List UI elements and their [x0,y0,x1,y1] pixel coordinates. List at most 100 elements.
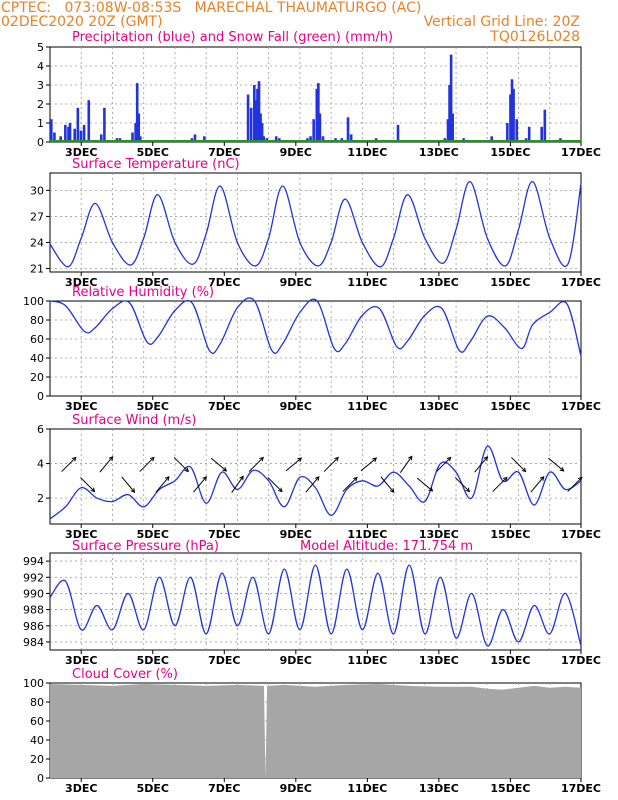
wind-arrowhead-15 [352,476,358,482]
cloud-title: Cloud Cover (%) [72,667,178,682]
temp-xtick-label-6: 15DEC [490,276,530,289]
wind-arrowhead-9 [239,475,244,481]
pres-ytick-label-0: 984 [23,636,44,649]
precip-bar-59 [448,85,451,142]
wind-arrowhead-21 [465,487,471,493]
rh-xtick-label-4: 11DEC [347,400,387,413]
precip-bar-55 [396,124,400,142]
wind-arrowhead-10 [259,456,264,462]
precip-bar-65 [490,136,494,142]
wind-arrow-18 [399,456,413,473]
wind-line [49,445,582,520]
precip-title: Precipitation (blue) and Snow Fall (gree… [72,30,393,45]
temp-xtick-label-7: 17DEC [561,276,601,289]
temp-xtick-label-1: 5DEC [137,276,169,289]
wind-arrowhead-12 [297,457,303,462]
precip-bar-76 [540,126,543,142]
wind-arrow-5 [155,476,170,493]
wind-arrowhead-1 [90,487,96,493]
cloud-xtick-label-1: 5DEC [137,782,169,795]
wind-arrow-27 [567,477,583,492]
pres-ytick-label-5: 994 [23,555,44,568]
temp-ytick-label-1: 24 [30,236,44,249]
wind-title: Surface Wind (m/s) [72,413,196,428]
precip-bar-9 [82,124,86,142]
wind-arrow-13 [305,476,320,493]
precip-bar-58 [446,119,450,142]
rh-line [49,297,582,357]
wind-arrow-15 [342,477,358,492]
cloud-ytick-label-5: 100 [23,677,44,690]
precip-bar-18 [137,113,141,142]
rh-ytick-label-3: 60 [30,333,44,346]
wind-arrowhead-24 [521,467,527,473]
precip-bar-43 [312,119,315,142]
wind-frame [49,428,582,525]
precip-bar-0 [50,119,53,142]
wind-arrow-9 [231,476,244,493]
wind-arrow-3 [121,476,135,493]
grid-line-info: Vertical Grid Line: 20Z [423,14,580,30]
precip-bar-11 [99,134,103,142]
wind-arrow-23 [492,477,508,492]
cloud-area [50,683,581,778]
wind-arrowhead-4 [149,456,155,462]
wind-arrow-7 [193,476,207,493]
pres-subtitle: Model Altitude: 171.754 m [300,539,473,554]
wind-xtick-label-6: 15DEC [490,528,530,541]
pres-ytick-label-3: 990 [23,587,44,600]
precip-bar-50 [346,117,350,142]
precip-ytick-label-1: 1 [37,117,44,130]
precip-bar-3 [64,124,67,142]
rh-ytick-label-5: 100 [23,295,44,308]
temp-xtick-label-5: 13DEC [419,276,459,289]
temp-ytick-label-3: 30 [30,184,44,197]
cloud-xtick-label-6: 15DEC [490,782,530,795]
wind-arrow-0 [61,457,77,472]
precip-bar-46 [318,113,322,142]
cloud-xtick-label-2: 7DEC [208,782,240,795]
temp-frame [49,172,582,273]
wind-arrow-21 [454,477,470,492]
wind-arrowhead-20 [446,456,452,462]
precip-bar-32 [254,100,258,142]
wind-arrow-1 [80,477,95,492]
wind-ytick-label-0: 2 [37,492,44,505]
wind-arrowhead-0 [71,456,77,462]
wind-xtick-label-7: 17DEC [561,528,601,541]
pres-xtick-label-5: 13DEC [419,654,459,667]
precip-bar-71 [515,119,519,142]
temp-ytick-label-2: 27 [30,210,44,223]
rh-frame [49,300,582,397]
wind-xtick-label-1: 5DEC [137,528,169,541]
cloud-xtick-label-3: 9DEC [280,782,312,795]
wind-arrow-17 [380,476,395,493]
cloud-xtick-label-5: 13DEC [419,782,459,795]
wind-arrowhead-22 [483,456,489,461]
wind-xtick-label-2: 7DEC [208,528,240,541]
precip-bar-47 [321,136,325,142]
precip-bar-19 [139,136,142,142]
precip-bar-68 [509,94,512,142]
precip-xtick-label-2: 7DEC [208,146,240,159]
temp-xtick-label-0: 3DEC [65,276,97,289]
header: CPTEC: 073:08W-08:53S MARECHAL THAUMATUR… [0,0,618,45]
rh-xtick-label-3: 9DEC [280,400,312,413]
pres-title: Surface Pressure (hPa) [72,539,219,554]
wind-arrowhead-8 [222,467,228,472]
wind-arrow-22 [474,456,488,473]
rh-ytick-label-2: 40 [30,352,44,365]
rh-ytick-label-0: 0 [37,390,44,403]
precip-ytick-label-3: 3 [37,79,44,92]
pres-xtick-label-3: 9DEC [280,654,312,667]
precip-ytick-label-5: 5 [37,41,44,54]
wind-arrowhead-23 [502,476,508,482]
wind-arrowhead-27 [577,476,583,482]
wind-arrowhead-26 [559,467,565,472]
precip-bar-17 [135,83,139,142]
wind-xtick-label-3: 9DEC [280,528,312,541]
wind-arrow-4 [139,457,155,472]
rh-xtick-label-0: 3DEC [65,400,97,413]
rh-ytick-label-4: 80 [30,314,44,327]
precip-bar-26 [203,136,206,142]
